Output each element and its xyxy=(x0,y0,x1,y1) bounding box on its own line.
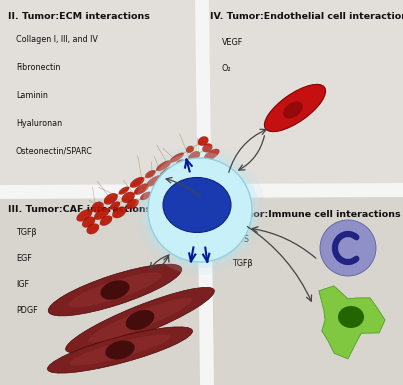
Ellipse shape xyxy=(114,209,125,216)
Ellipse shape xyxy=(154,183,164,192)
Ellipse shape xyxy=(137,185,146,194)
Text: TGFβ: TGFβ xyxy=(232,259,253,268)
Polygon shape xyxy=(207,190,403,385)
Polygon shape xyxy=(319,286,385,359)
Ellipse shape xyxy=(85,219,92,226)
Ellipse shape xyxy=(195,136,211,146)
Ellipse shape xyxy=(104,193,118,204)
Ellipse shape xyxy=(108,201,122,211)
Ellipse shape xyxy=(170,152,183,163)
Ellipse shape xyxy=(175,159,187,169)
Ellipse shape xyxy=(201,143,214,152)
Text: ROS: ROS xyxy=(232,235,249,244)
Ellipse shape xyxy=(159,162,168,170)
Ellipse shape xyxy=(100,280,129,300)
Ellipse shape xyxy=(88,298,192,342)
Text: O₂: O₂ xyxy=(222,64,232,73)
Text: IV. Tumor:Endothelial cell interactions: IV. Tumor:Endothelial cell interactions xyxy=(210,12,403,21)
Text: TGFβ: TGFβ xyxy=(16,228,37,237)
Text: IGF: IGF xyxy=(16,280,29,289)
Ellipse shape xyxy=(264,84,326,132)
Text: Osteonectin/SPARC: Osteonectin/SPARC xyxy=(16,147,93,156)
Ellipse shape xyxy=(163,177,231,233)
Polygon shape xyxy=(0,0,202,192)
Ellipse shape xyxy=(144,169,157,179)
Ellipse shape xyxy=(131,177,143,187)
Ellipse shape xyxy=(90,201,106,213)
Text: V. Tumor:Immune cell interactions: V. Tumor:Immune cell interactions xyxy=(218,210,401,219)
Ellipse shape xyxy=(48,264,182,316)
Ellipse shape xyxy=(192,157,204,168)
Ellipse shape xyxy=(69,273,162,307)
Text: EGF: EGF xyxy=(16,254,32,263)
Ellipse shape xyxy=(96,209,108,219)
Ellipse shape xyxy=(338,306,364,328)
Ellipse shape xyxy=(135,145,265,275)
Ellipse shape xyxy=(205,150,218,159)
Ellipse shape xyxy=(162,168,173,177)
Ellipse shape xyxy=(283,102,303,119)
Ellipse shape xyxy=(100,216,112,225)
Ellipse shape xyxy=(105,340,135,360)
Ellipse shape xyxy=(142,152,258,268)
Ellipse shape xyxy=(125,199,140,209)
Ellipse shape xyxy=(187,151,201,162)
Text: Hyaluronan: Hyaluronan xyxy=(16,119,62,128)
Ellipse shape xyxy=(148,158,252,262)
Text: PDGF: PDGF xyxy=(16,306,37,315)
Ellipse shape xyxy=(66,287,214,353)
Ellipse shape xyxy=(117,186,131,196)
Ellipse shape xyxy=(320,220,376,276)
Text: VEGF: VEGF xyxy=(222,38,243,47)
Text: II. Tumor:ECM interactions: II. Tumor:ECM interactions xyxy=(8,12,150,21)
Ellipse shape xyxy=(179,166,192,176)
Ellipse shape xyxy=(126,310,154,330)
Ellipse shape xyxy=(138,190,153,202)
Ellipse shape xyxy=(87,223,99,234)
Text: III. Tumor:CAF interactions: III. Tumor:CAF interactions xyxy=(8,205,151,214)
Text: Collagen I, III, and IV: Collagen I, III, and IV xyxy=(16,35,98,44)
Text: Laminin: Laminin xyxy=(16,91,48,100)
Ellipse shape xyxy=(77,210,91,221)
Ellipse shape xyxy=(149,177,160,185)
Ellipse shape xyxy=(165,175,179,184)
Ellipse shape xyxy=(122,193,135,202)
Ellipse shape xyxy=(148,158,252,262)
Polygon shape xyxy=(0,192,207,385)
Polygon shape xyxy=(202,0,403,192)
Ellipse shape xyxy=(183,144,197,154)
Text: Fibronectin: Fibronectin xyxy=(16,63,60,72)
Ellipse shape xyxy=(48,327,193,373)
Ellipse shape xyxy=(69,335,171,365)
